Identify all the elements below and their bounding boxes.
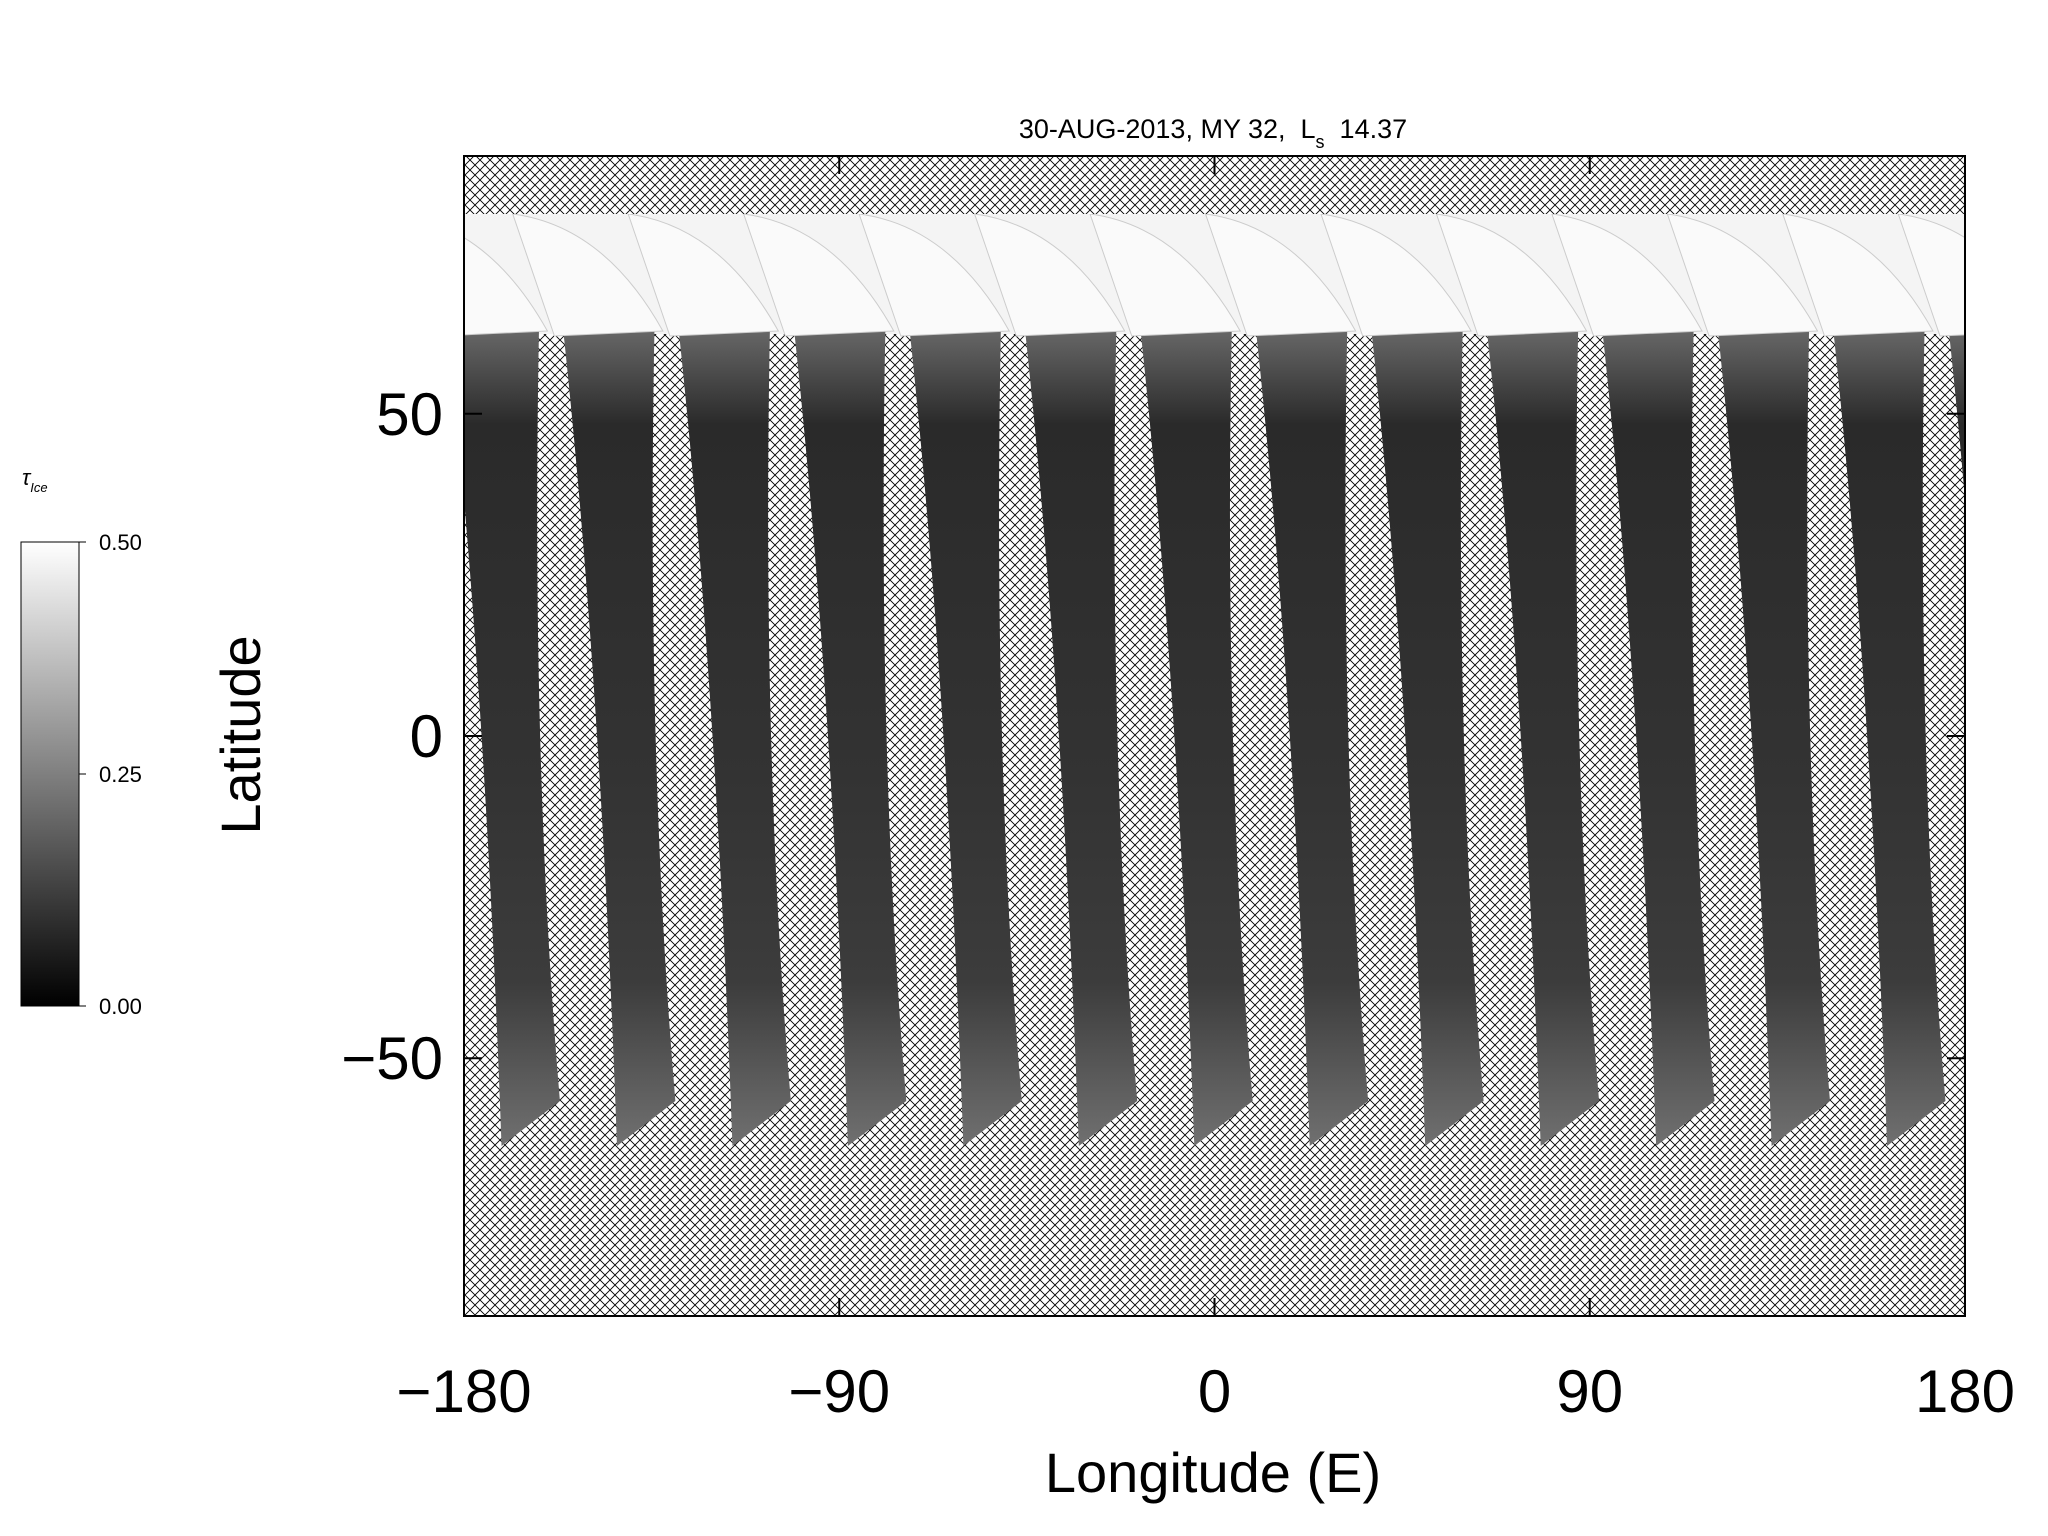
- colorbar-tick-label: 0.25: [99, 762, 142, 787]
- swath: [1140, 326, 1253, 1146]
- swath: [678, 326, 791, 1146]
- x-tick-label: 0: [1198, 1358, 1231, 1425]
- colorbar: [20, 541, 80, 1007]
- swath: [464, 326, 560, 1146]
- x-tick-label: −90: [788, 1358, 890, 1425]
- swath: [1601, 326, 1715, 1146]
- swath: [562, 326, 676, 1146]
- swath-cap: [1089, 213, 1241, 337]
- swath-cap: [512, 213, 664, 337]
- swath-cap: [858, 213, 1011, 337]
- x-tick-label: 180: [1915, 1358, 2015, 1425]
- swath-cap: [1782, 213, 1934, 337]
- swath: [1948, 326, 1965, 500]
- swath-cap: [1320, 213, 1472, 337]
- swath: [1832, 326, 1946, 1146]
- colorbar-tick-label: 0.00: [99, 994, 142, 1019]
- swath: [909, 326, 1022, 1146]
- y-tick-label: 0: [410, 703, 443, 770]
- x-tick-label: −180: [396, 1358, 531, 1425]
- y-tick-label: 50: [376, 381, 443, 448]
- swath-cap: [627, 213, 780, 337]
- swath: [793, 326, 907, 1146]
- swath-cap: [1435, 213, 1588, 337]
- x-axis-title: Longitude (E): [1045, 1441, 1381, 1504]
- swath-cap: [1666, 213, 1819, 337]
- colorbar-title: τIce: [22, 465, 48, 495]
- x-tick-label: 90: [1556, 1358, 1623, 1425]
- swath: [1255, 326, 1369, 1146]
- y-tick-label: −50: [341, 1025, 443, 1092]
- swath-cap: [1897, 213, 1965, 337]
- colorbar-tick-label: 0.50: [99, 530, 142, 555]
- swath: [1717, 326, 1830, 1146]
- swath-cap: [464, 237, 549, 336]
- swath: [1024, 326, 1138, 1146]
- plot-area: [464, 156, 1965, 1316]
- swath-cap: [973, 213, 1126, 337]
- swath-cap: [1551, 213, 1703, 337]
- swath-cap: [1204, 213, 1357, 337]
- y-axis-title: Latitude: [209, 635, 272, 834]
- swath: [1371, 326, 1484, 1146]
- swath: [1486, 326, 1600, 1146]
- swath-cap: [742, 213, 895, 337]
- chart-title: 30-AUG-2013, MY 32, Ls 14.37: [1019, 114, 1407, 152]
